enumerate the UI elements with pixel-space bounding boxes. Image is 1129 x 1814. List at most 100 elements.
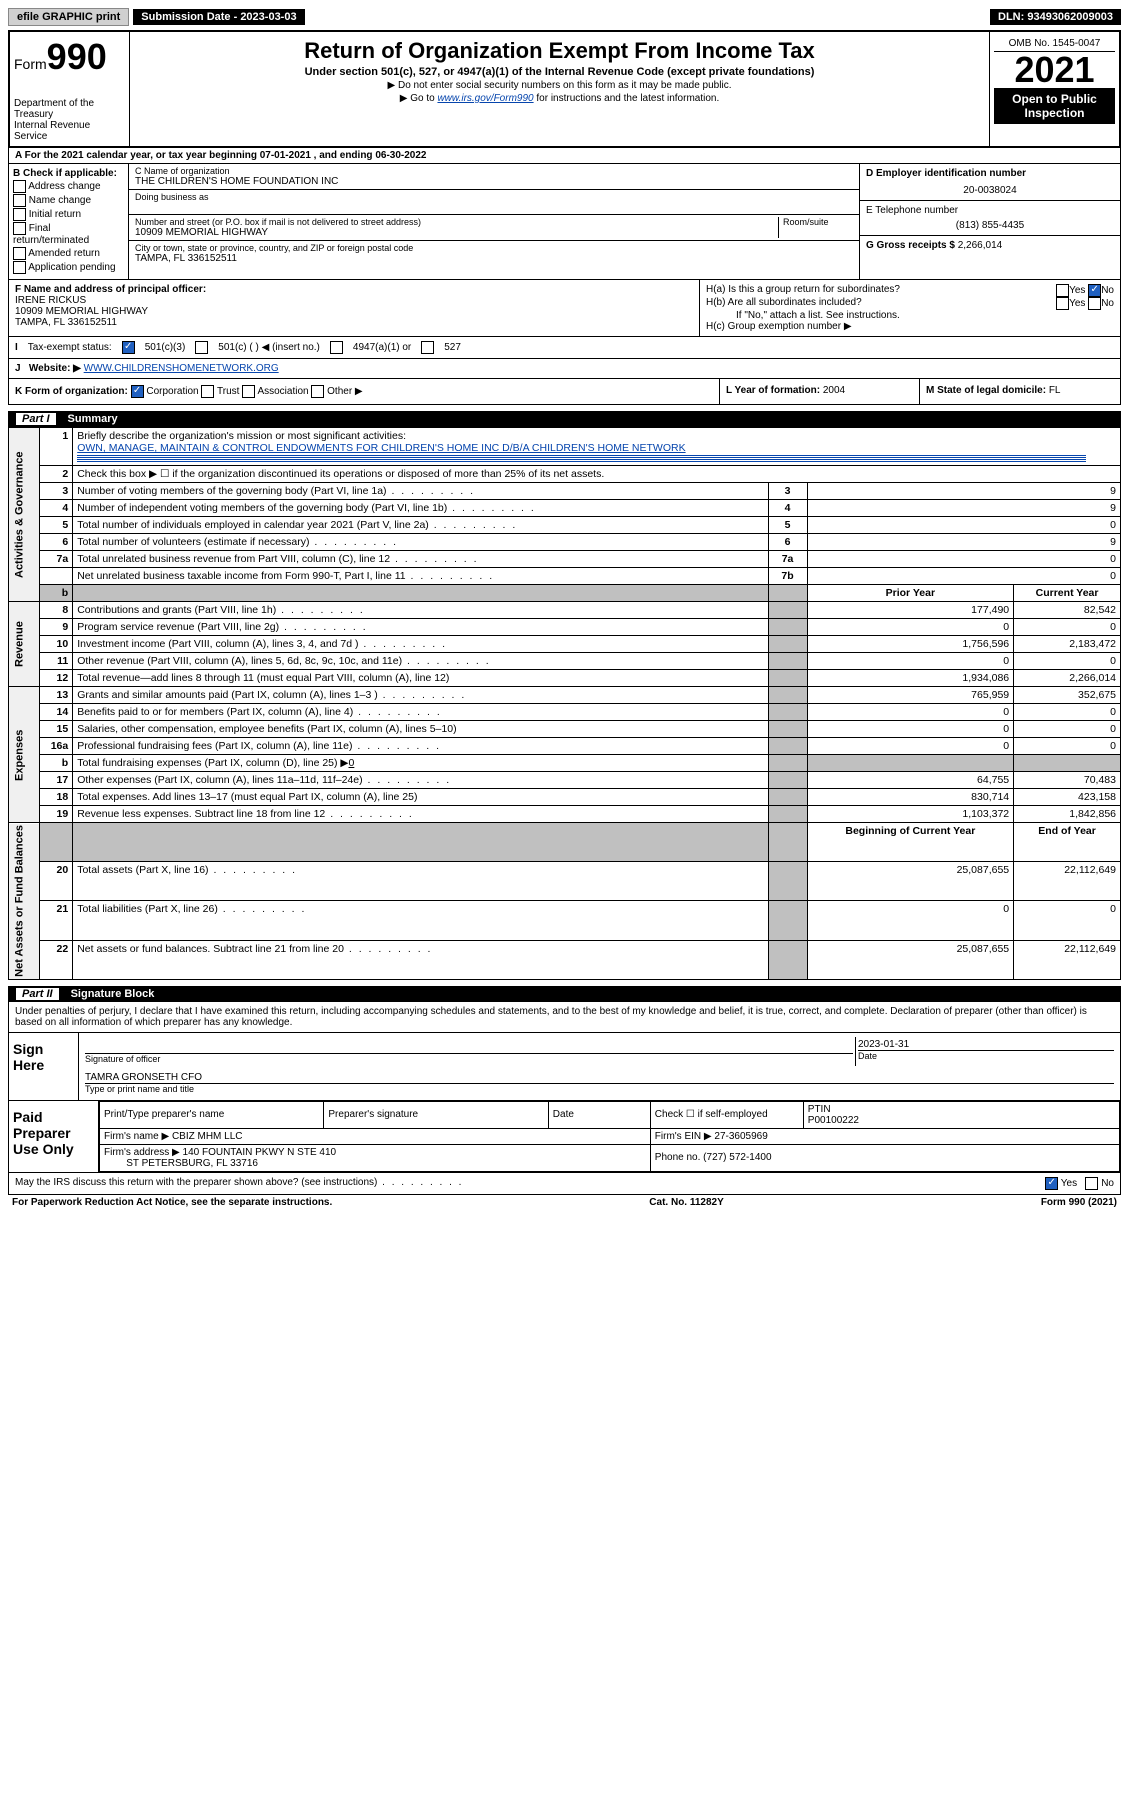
chk-corp[interactable]: ✓ — [131, 385, 144, 398]
m-state: M State of legal domicile: FL — [920, 379, 1120, 404]
discuss-yes[interactable]: ✓ — [1045, 1177, 1058, 1190]
k-form-org: K Form of organization: ✓ Corporation Tr… — [9, 379, 720, 404]
chk-other[interactable] — [311, 385, 324, 398]
chk-527[interactable] — [421, 341, 434, 354]
chk-address[interactable]: Address change — [13, 180, 124, 193]
c16a: 0 — [1014, 738, 1121, 755]
val5: 0 — [807, 517, 1120, 534]
hb-no[interactable]: No — [1101, 298, 1114, 309]
tax-status-label: Tax-exempt status: — [28, 342, 112, 353]
chk-amended[interactable]: Amended return — [13, 247, 124, 260]
ha-no[interactable]: No — [1101, 285, 1114, 296]
sig-officer-label: Signature of officer — [85, 1054, 853, 1064]
officer-typed-name: TAMRA GRONSETH CFO — [85, 1072, 1114, 1084]
p20: 25,087,655 — [807, 862, 1014, 901]
line1: Briefly describe the organization's miss… — [73, 428, 1121, 466]
line12: Total revenue—add lines 8 through 11 (mu… — [73, 670, 768, 687]
val4: 9 — [807, 500, 1120, 517]
p18: 830,714 — [807, 789, 1014, 806]
col-b: B Check if applicable: Address change Na… — [9, 164, 129, 279]
note-ssn: ▶ Do not enter social security numbers o… — [134, 80, 985, 91]
c9: 0 — [1014, 619, 1121, 636]
line6: Total number of volunteers (estimate if … — [73, 534, 768, 551]
line9: Program service revenue (Part VIII, line… — [73, 619, 768, 636]
open-to-public: Open to Public Inspection — [994, 88, 1115, 124]
prior-year-hdr: Prior Year — [807, 585, 1014, 602]
hc-label: H(c) Group exemption number ▶ — [706, 321, 1114, 332]
discuss-no[interactable] — [1085, 1177, 1098, 1190]
chk-final[interactable]: Final return/terminated — [13, 222, 124, 246]
footer: For Paperwork Reduction Act Notice, see … — [8, 1195, 1121, 1210]
p11: 0 — [807, 653, 1014, 670]
chk-trust[interactable] — [201, 385, 214, 398]
501c: 501(c) ( ) ◀ (insert no.) — [218, 342, 320, 353]
chk-application[interactable]: Application pending — [13, 261, 124, 274]
tel-label: E Telephone number — [866, 205, 1114, 216]
line10: Investment income (Part VIII, column (A)… — [73, 636, 768, 653]
c14: 0 — [1014, 704, 1121, 721]
section-bcd: B Check if applicable: Address change Na… — [8, 164, 1121, 280]
hb-yes[interactable]: Yes — [1069, 298, 1085, 309]
val7a: 0 — [807, 551, 1120, 568]
line8: Contributions and grants (Part VIII, lin… — [73, 602, 768, 619]
website-label: Website: ▶ — [29, 363, 81, 374]
line16a: Professional fundraising fees (Part IX, … — [73, 738, 768, 755]
l-year: L Year of formation: 2004 — [720, 379, 920, 404]
p21: 0 — [807, 901, 1014, 940]
b-header: B Check if applicable: — [13, 168, 117, 179]
note-link: ▶ Go to www.irs.gov/Form990 for instruct… — [134, 93, 985, 104]
period-text: A For the 2021 calendar year, or tax yea… — [15, 150, 426, 161]
val6: 9 — [807, 534, 1120, 551]
city: TAMPA, FL 336152511 — [135, 253, 853, 264]
firm-ein: 27-3605969 — [714, 1131, 767, 1142]
chk-501c3[interactable]: ✓ — [122, 341, 135, 354]
header-left: Form990 Department of the Treasury Inter… — [10, 32, 130, 146]
p12: 1,934,086 — [807, 670, 1014, 687]
c21: 0 — [1014, 901, 1121, 940]
line3: Number of voting members of the governin… — [73, 483, 768, 500]
dln-label: DLN: 93493062009003 — [990, 9, 1121, 25]
row-j: J Website: ▶ WWW.CHILDRENSHOMENETWORK.OR… — [8, 359, 1121, 379]
type-name-label: Type or print name and title — [85, 1084, 1114, 1094]
vtab-revenue: Revenue — [9, 602, 40, 687]
efile-button[interactable]: efile GRAPHIC print — [8, 8, 129, 26]
c20: 22,112,649 — [1014, 862, 1121, 901]
paid-preparer-label: Paid Preparer Use Only — [9, 1101, 99, 1172]
discuss-label: May the IRS discuss this return with the… — [15, 1177, 463, 1190]
p16a: 0 — [807, 738, 1014, 755]
p10: 1,756,596 — [807, 636, 1014, 653]
ha-label: H(a) Is this a group return for subordin… — [706, 284, 900, 297]
501c3: 501(c)(3) — [145, 342, 186, 353]
p15: 0 — [807, 721, 1014, 738]
sig-intro: Under penalties of perjury, I declare th… — [9, 1002, 1120, 1033]
chk-4947[interactable] — [330, 341, 343, 354]
website-link[interactable]: WWW.CHILDRENSHOMENETWORK.ORG — [84, 363, 279, 374]
k-label: K Form of organization: — [15, 386, 128, 397]
part1-header: Part I Summary — [8, 411, 1121, 427]
line17: Other expenses (Part IX, column (A), lin… — [73, 772, 768, 789]
line18: Total expenses. Add lines 13–17 (must eq… — [73, 789, 768, 806]
firm-name: CBIZ MHM LLC — [172, 1131, 243, 1142]
line21: Total liabilities (Part X, line 26) — [73, 901, 768, 940]
col-d: D Employer identification number 20-0038… — [860, 164, 1120, 279]
preparer-table: Print/Type preparer's name Preparer's si… — [99, 1101, 1120, 1172]
chk-initial[interactable]: Initial return — [13, 208, 124, 221]
chk-assoc[interactable] — [242, 385, 255, 398]
line11: Other revenue (Part VIII, column (A), li… — [73, 653, 768, 670]
chk-name[interactable]: Name change — [13, 194, 124, 207]
ha-yes[interactable]: Yes — [1069, 285, 1085, 296]
chk-501c[interactable] — [195, 341, 208, 354]
part1-num: Part I — [16, 413, 56, 425]
val3: 9 — [807, 483, 1120, 500]
prep-sig-label: Preparer's signature — [324, 1101, 548, 1128]
4947a1: 4947(a)(1) or — [353, 342, 411, 353]
val7b: 0 — [807, 568, 1120, 585]
org-name: THE CHILDREN'S HOME FOUNDATION INC — [135, 176, 853, 187]
row-a-period: A For the 2021 calendar year, or tax yea… — [8, 148, 1121, 164]
line20: Total assets (Part X, line 16) — [73, 862, 768, 901]
line14: Benefits paid to or for members (Part IX… — [73, 704, 768, 721]
self-employed[interactable]: Check ☐ if self-employed — [650, 1101, 803, 1128]
header-mid: Return of Organization Exempt From Incom… — [130, 32, 989, 146]
irs-link[interactable]: www.irs.gov/Form990 — [437, 93, 533, 104]
vtab-activities: Activities & Governance — [9, 428, 40, 602]
